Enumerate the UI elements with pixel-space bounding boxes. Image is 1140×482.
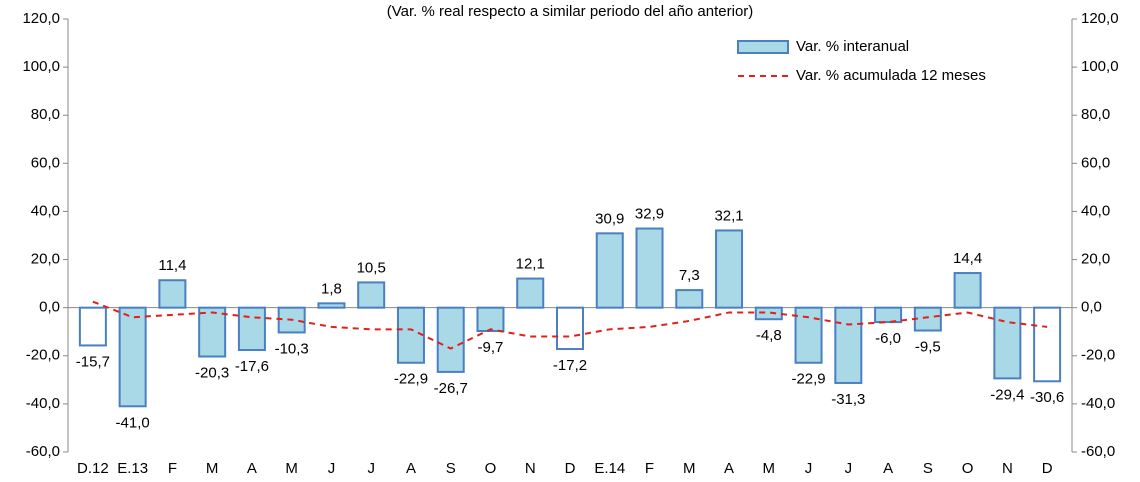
bar (158, 279, 187, 309)
bar (913, 306, 942, 332)
value-label: -26,7 (434, 380, 468, 397)
x-tick-label: E.13 (117, 460, 148, 477)
value-label: -10,3 (275, 340, 309, 357)
value-label: -15,7 (76, 353, 110, 370)
legend-swatch (737, 40, 789, 54)
x-tick-label: D.12 (77, 460, 109, 477)
bar (635, 227, 664, 309)
bar (1033, 306, 1062, 383)
value-label: -22,9 (394, 371, 428, 388)
y-tick-label: -60,0 (26, 443, 60, 460)
y-tick-label: 60,0 (31, 154, 60, 171)
value-label: -17,6 (235, 358, 269, 375)
value-label: 1,8 (321, 280, 342, 297)
y2-tick-label: -20,0 (1081, 347, 1115, 364)
legend-label: Var. % acumulada 12 meses (796, 67, 986, 84)
value-label: -4,8 (756, 327, 782, 344)
bar (118, 306, 147, 408)
value-label: 32,1 (714, 207, 743, 224)
chart-subtitle: (Var. % real respecto a similar periodo … (387, 3, 754, 20)
bar (78, 306, 107, 347)
y2-tick-label: 100,0 (1081, 58, 1119, 75)
x-tick-label: A (247, 460, 257, 477)
value-label: -30,6 (1030, 389, 1064, 406)
value-label: -6,0 (875, 330, 901, 347)
y-tick-label: 40,0 (31, 202, 60, 219)
y2-tick-label: 120,0 (1081, 10, 1119, 27)
bar (715, 229, 744, 309)
value-label: -9,7 (478, 339, 504, 356)
value-label: -20,3 (195, 364, 229, 381)
bar (834, 306, 863, 384)
y-tick-label: 100,0 (22, 58, 60, 75)
x-tick-label: D (565, 460, 576, 477)
y-tick-label: 20,0 (31, 251, 60, 268)
x-tick-label: S (923, 460, 933, 477)
value-label: -9,5 (915, 338, 941, 355)
y2-tick-label: 20,0 (1081, 251, 1110, 268)
bar (436, 306, 465, 373)
bar (198, 306, 227, 358)
x-tick-label: D (1042, 460, 1053, 477)
x-tick-label: A (883, 460, 893, 477)
bar (556, 306, 584, 351)
value-label: 11,4 (158, 257, 186, 274)
y2-tick-label: -60,0 (1081, 443, 1115, 460)
y2-tick-label: 60,0 (1081, 154, 1110, 171)
bar (317, 302, 346, 309)
y2-tick-label: 40,0 (1081, 202, 1110, 219)
x-tick-label: J (328, 460, 336, 477)
value-label: 10,5 (357, 259, 386, 276)
x-tick-label: A (406, 460, 416, 477)
bar (953, 272, 982, 309)
bar (874, 306, 903, 324)
bar (476, 306, 505, 333)
bar (595, 232, 624, 309)
value-label: -29,4 (990, 386, 1024, 403)
bar (516, 277, 545, 309)
bar (396, 306, 425, 364)
x-tick-label: M (285, 460, 298, 477)
x-tick-label: O (962, 460, 974, 477)
y-tick-label: -20,0 (26, 347, 60, 364)
y2-tick-label: 80,0 (1081, 106, 1110, 123)
y-tick-label: -40,0 (26, 395, 60, 412)
value-label: 30,9 (595, 210, 624, 227)
value-label: 14,4 (953, 250, 982, 267)
x-tick-label: N (525, 460, 536, 477)
bar (794, 306, 823, 364)
x-tick-label: F (645, 460, 654, 477)
x-tick-label: O (485, 460, 497, 477)
x-tick-label: F (168, 460, 177, 477)
x-tick-label: M (683, 460, 696, 477)
x-tick-label: S (446, 460, 456, 477)
value-label: 32,9 (635, 205, 664, 222)
legend-label: Var. % interanual (796, 38, 909, 55)
value-label: -31,3 (831, 391, 865, 408)
x-tick-label: J (367, 460, 375, 477)
bar (993, 306, 1022, 380)
bar (675, 289, 704, 309)
y2-tick-label: -40,0 (1081, 395, 1115, 412)
y-tick-label: 120,0 (22, 10, 60, 27)
value-label: 7,3 (679, 267, 700, 284)
x-tick-label: E.14 (594, 460, 625, 477)
x-tick-label: J (805, 460, 813, 477)
y2-tick-label: 0,0 (1081, 299, 1102, 316)
x-tick-label: A (724, 460, 734, 477)
value-label: 12,1 (516, 256, 545, 273)
value-label: -41,0 (116, 414, 150, 431)
x-tick-label: J (845, 460, 853, 477)
x-tick-label: N (1002, 460, 1013, 477)
bar (237, 306, 266, 352)
value-label: -22,9 (791, 371, 825, 388)
x-tick-label: M (763, 460, 776, 477)
y-tick-label: 80,0 (31, 106, 60, 123)
value-label: -17,2 (553, 357, 587, 374)
bar (357, 281, 386, 309)
x-tick-label: M (206, 460, 219, 477)
y-tick-label: 0,0 (39, 299, 60, 316)
